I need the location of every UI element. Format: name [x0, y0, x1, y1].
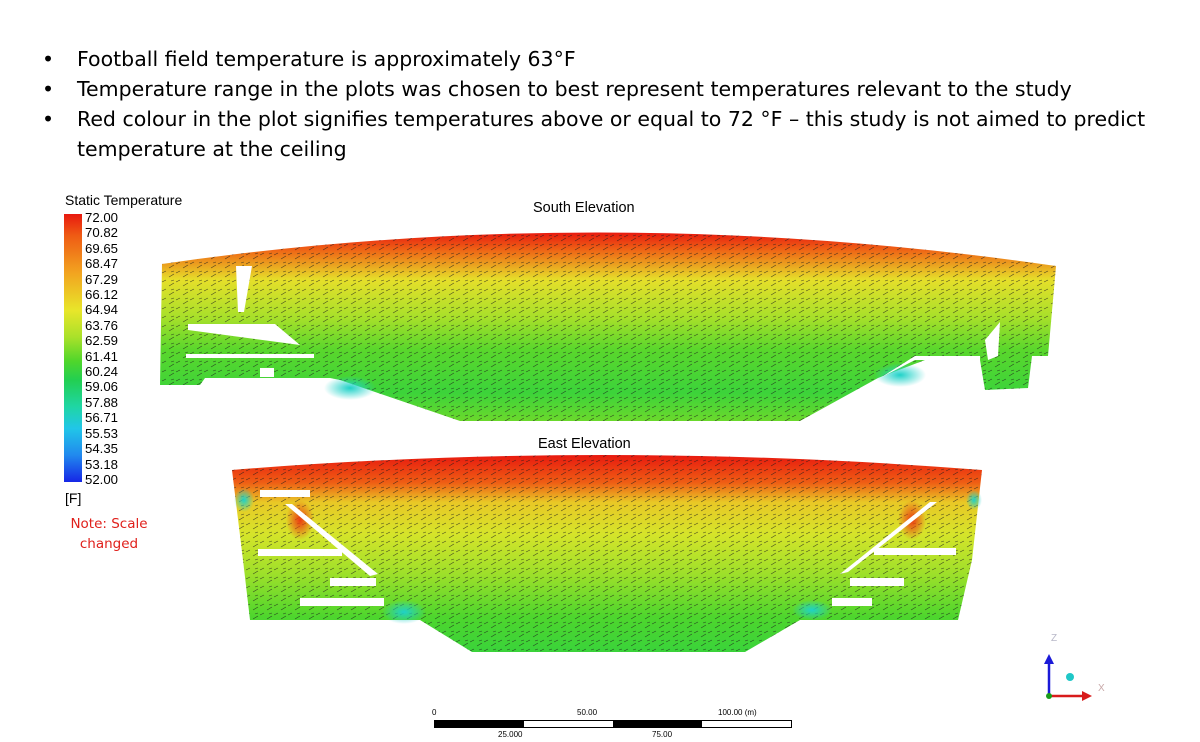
note-line: Note: Scale: [70, 516, 148, 532]
bullet-item: Red colour in the plot signifies tempera…: [40, 104, 1160, 164]
south-elevation-plot: [160, 232, 1056, 421]
east-elevation-plot: [232, 455, 982, 652]
tick-label: 66.12: [85, 287, 119, 303]
scale-label: 25.000: [498, 730, 523, 739]
tick-label: 56.71: [85, 410, 119, 426]
scale-label: 100.00 (m): [718, 708, 757, 717]
tick-label: 52.00: [85, 471, 119, 487]
cutout: [236, 266, 252, 312]
tick-label: 53.18: [85, 456, 119, 472]
scale-note: Note: Scale changed: [66, 514, 152, 554]
tick-label: 61.41: [85, 348, 119, 364]
bullet-item: Football field temperature is approximat…: [40, 44, 1160, 74]
tick-label: 69.65: [85, 240, 119, 256]
bullet-item: Temperature range in the plots was chose…: [40, 74, 1160, 104]
scale-bar-graphic: [434, 720, 792, 728]
east-velocity-vectors: [232, 455, 982, 652]
cutout: [285, 504, 378, 576]
cutout: [832, 598, 872, 606]
cool-zone: [966, 490, 982, 510]
colorbar-ticks: 72.00 70.82 69.65 68.47 67.29 66.12 64.9…: [82, 210, 118, 487]
cool-zone: [324, 376, 376, 400]
tick-label: 67.29: [85, 271, 119, 287]
note-line: changed: [79, 536, 139, 552]
cutout: [260, 490, 310, 497]
scale-label: 0: [432, 708, 437, 717]
cutout: [258, 549, 342, 556]
x-axis-label: X: [1098, 683, 1105, 694]
cool-zone: [874, 363, 926, 387]
cutout: [874, 548, 956, 555]
colorbar: [64, 214, 82, 482]
scale-label: 50.00: [577, 708, 598, 717]
tick-label: 54.35: [85, 441, 119, 457]
cutout: [186, 354, 314, 358]
cool-zone: [792, 600, 832, 620]
axis-triad-graphic: [1044, 654, 1092, 701]
cutout: [300, 598, 384, 606]
cutout: [260, 368, 274, 377]
tick-label: 55.53: [85, 425, 119, 441]
scale-label: 75.00: [652, 730, 673, 739]
cool-zone: [382, 600, 426, 624]
cutout: [330, 578, 376, 586]
legend-title: Static Temperature: [65, 192, 183, 208]
tick-label: 59.06: [85, 379, 119, 395]
tick-label: 68.47: [85, 256, 119, 272]
tick-label: 64.94: [85, 302, 119, 318]
south-velocity-vectors: [160, 232, 1056, 421]
bullet-list: Football field temperature is approximat…: [40, 44, 1160, 164]
cutout: [850, 578, 904, 586]
cool-zone: [234, 488, 254, 512]
z-axis-label: Z: [1051, 633, 1058, 644]
unit-label: [F]: [65, 490, 82, 506]
tick-label: 63.76: [85, 317, 119, 333]
east-elevation-title: East Elevation: [538, 436, 631, 452]
cutout: [985, 322, 1000, 360]
cutout: [188, 324, 300, 345]
tick-label: 72.00: [85, 210, 119, 225]
tick-label: 60.24: [85, 364, 119, 380]
axis-triad: Z X: [1032, 630, 1112, 710]
scale-bar: 0 50.00 100.00 (m) 25.000 75.00: [425, 708, 805, 742]
south-elevation-title: South Elevation: [533, 200, 635, 216]
tick-label: 62.59: [85, 333, 119, 349]
tick-label: 70.82: [85, 225, 119, 241]
tick-label: 57.88: [85, 394, 119, 410]
cutout: [840, 502, 937, 574]
cutout: [880, 356, 980, 378]
